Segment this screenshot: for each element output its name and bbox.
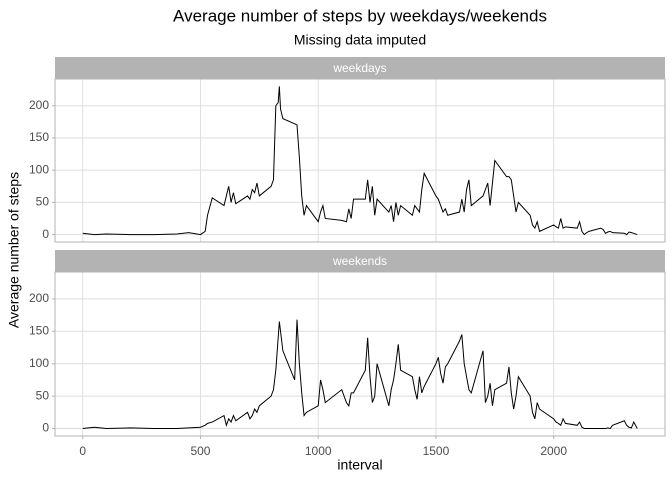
y-tick-label: 100 (29, 162, 49, 176)
y-tick-label: 200 (29, 98, 49, 112)
chart-subtitle: Missing data imputed (294, 32, 426, 48)
x-tick-label: 2000 (540, 444, 567, 458)
strip-label: weekdays (332, 61, 386, 75)
y-tick-label: 0 (42, 421, 49, 435)
y-tick-label: 0 (42, 227, 49, 241)
data-line (82, 86, 638, 236)
chart-title: Average number of steps by weekdays/week… (173, 6, 547, 25)
strip (55, 57, 665, 79)
y-tick-label: 150 (29, 130, 49, 144)
x-tick-label: 1000 (305, 444, 332, 458)
panel-border (54, 271, 666, 437)
strip-label: weekends (332, 254, 387, 268)
y-axis-label: Average number of steps (6, 172, 22, 328)
x-axis-label: interval (337, 457, 382, 473)
x-tick-label: 500 (190, 444, 210, 458)
x-tick-label: 1500 (423, 444, 450, 458)
panel-border (54, 78, 666, 243)
y-tick-label: 50 (36, 195, 50, 209)
y-tick-label: 50 (36, 388, 50, 402)
x-tick-label: 0 (79, 444, 86, 458)
y-tick-label: 100 (29, 356, 49, 370)
data-line (82, 319, 638, 430)
y-tick-label: 150 (29, 323, 49, 337)
y-tick-label: 200 (29, 291, 49, 305)
strip (55, 250, 665, 272)
